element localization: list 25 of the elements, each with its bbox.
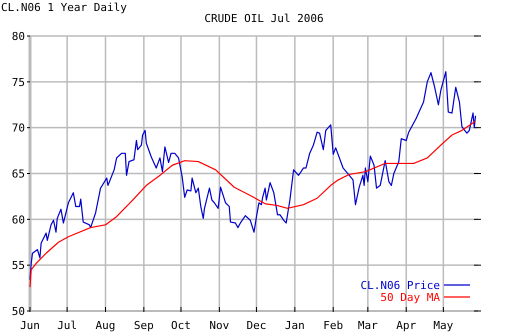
x-tick-label: Aug	[96, 319, 116, 332]
x-tick-label: Sep	[134, 319, 154, 332]
x-tick-label: Nov	[209, 319, 230, 332]
y-tick-label: 70	[12, 122, 25, 135]
legend-label: CL.N06 Price	[360, 279, 440, 292]
x-tick-label: Dec	[246, 319, 266, 332]
y-tick-label: 55	[12, 259, 25, 272]
x-tick-label: Jul	[57, 319, 78, 332]
x-tick-label: Apr	[396, 319, 417, 332]
chart-title: CRUDE OIL Jul 2006	[204, 12, 324, 25]
legend-label: 50 Day MA	[380, 291, 440, 304]
x-tick-label: Feb	[323, 319, 344, 332]
line-series	[29, 71, 476, 280]
x-tick-label: Mar	[358, 319, 378, 332]
y-tick-label: 75	[12, 76, 25, 89]
x-tick-label: Oct	[171, 319, 191, 332]
y-tick-label: 50	[12, 305, 25, 318]
y-tick-label: 80	[12, 30, 25, 43]
x-tick-label: Jun	[20, 319, 40, 332]
y-tick-label: 60	[12, 213, 25, 226]
y-tick-label: 65	[12, 168, 25, 180]
x-tick-label: May	[433, 319, 454, 332]
line-series	[29, 120, 476, 288]
x-tick-label: Jan	[284, 319, 305, 332]
chart-subtitle: CL.N06 1 Year Daily	[1, 1, 128, 14]
